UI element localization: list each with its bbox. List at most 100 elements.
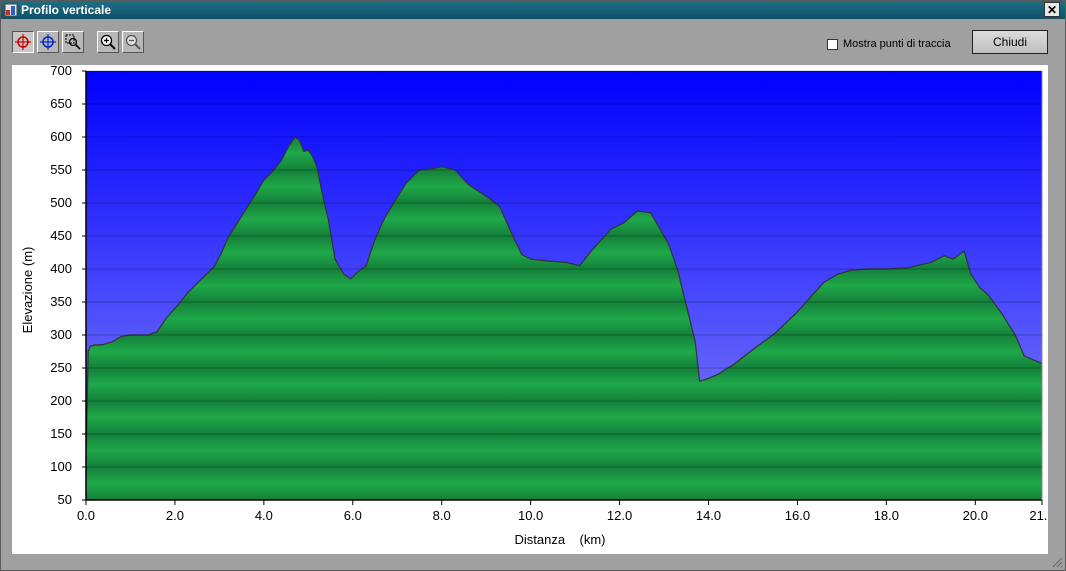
track-point (699, 380, 701, 382)
track-point (312, 156, 314, 158)
track-point (254, 194, 256, 196)
title-bar[interactable]: Profilo verticale ✕ (1, 1, 1065, 19)
x-tick-label: 14.0 (696, 508, 721, 523)
track-point (87, 350, 89, 353)
zoom-in-icon (100, 34, 116, 50)
track-point (187, 291, 189, 293)
track-point (1023, 355, 1025, 357)
x-tick-label: 20.0 (963, 508, 988, 523)
close-window-button[interactable]: ✕ (1044, 2, 1060, 17)
track-point (908, 267, 910, 269)
show-track-points-label[interactable]: Mostra punti di traccia (843, 38, 951, 50)
show-track-points-checkbox[interactable] (827, 38, 838, 50)
y-tick-label: 500 (50, 195, 72, 210)
track-point (156, 331, 158, 333)
track-point (1001, 313, 1003, 315)
elevation-profile-line (85, 136, 1043, 461)
track-point (650, 212, 652, 214)
track-point (392, 203, 394, 205)
track-point (327, 218, 329, 221)
y-tick-label: 450 (50, 228, 72, 243)
x-tick-label: 16.0 (785, 508, 810, 523)
x-tick-label: 0.0 (77, 508, 95, 523)
zoom-area-icon (65, 34, 81, 50)
elevation-chart[interactable]: 50 100 150 200 250 300 350 400 450 500 550 600 650 70… (12, 65, 1048, 554)
track-point (796, 311, 799, 313)
y-tick-label: 100 (50, 459, 72, 474)
x-tick-label: 21.5 (1029, 508, 1048, 523)
y-tick-label: 400 (50, 261, 72, 276)
track-point (530, 258, 532, 260)
track-point (623, 222, 625, 224)
track-point (316, 167, 318, 169)
zoom-area-button[interactable] (62, 31, 84, 53)
track-point (979, 286, 981, 289)
track-point (521, 253, 523, 256)
y-tick-label: 200 (50, 393, 72, 408)
track-point (101, 344, 103, 346)
track-point (498, 205, 501, 207)
red-crosshair-icon (15, 34, 31, 50)
track-point (823, 281, 825, 283)
close-icon: ✕ (1046, 2, 1058, 17)
y-tick-label: 150 (50, 426, 72, 441)
track-point (112, 341, 114, 343)
track-point (988, 294, 990, 296)
track-point (227, 236, 229, 238)
track-point (214, 265, 216, 267)
y-tick-label: 650 (50, 96, 72, 111)
track-point (94, 344, 96, 346)
track-point (121, 335, 123, 337)
track-point (752, 348, 754, 351)
track-point (467, 183, 469, 186)
y-tick-label: 350 (50, 294, 72, 309)
x-tick-label: 2.0 (166, 508, 184, 523)
x-tick-label: 8.0 (433, 508, 451, 523)
track-point (952, 258, 954, 260)
x-tick-label: 18.0 (874, 508, 899, 523)
track-point (885, 268, 888, 270)
track-point (943, 255, 945, 257)
track-point (374, 238, 376, 240)
track-point (405, 182, 407, 184)
track-point (930, 261, 932, 263)
track-point (685, 304, 687, 306)
track-point (432, 168, 434, 170)
blue-crosshair-button[interactable] (37, 31, 59, 53)
track-point (263, 179, 265, 181)
track-point (454, 169, 456, 171)
track-point (165, 317, 167, 320)
y-tick-label: 700 (50, 65, 72, 78)
track-point (307, 149, 309, 151)
x-tick-label: 10.0 (518, 508, 543, 523)
resize-grip-icon[interactable] (1051, 556, 1063, 568)
track-point (321, 190, 323, 192)
zoom-out-button[interactable] (122, 31, 144, 53)
track-point (592, 248, 594, 250)
track-point (356, 271, 358, 273)
window-title: Profilo verticale (21, 3, 112, 17)
track-point (383, 218, 385, 221)
track-point (659, 227, 661, 229)
track-point (178, 302, 180, 304)
zoom-in-button[interactable] (97, 31, 119, 53)
track-point (705, 378, 707, 380)
toolbar: Mostra punti di traccia Chiudi (1, 20, 1065, 64)
track-point (350, 278, 352, 280)
show-track-points-option[interactable]: Mostra punti di traccia (827, 37, 951, 51)
track-point (287, 146, 289, 148)
red-crosshair-button[interactable] (12, 31, 34, 53)
close-button[interactable]: Chiudi (972, 30, 1048, 54)
y-tick-label: 250 (50, 360, 72, 375)
app-icon (4, 3, 18, 17)
x-tick-label: 12.0 (607, 508, 632, 523)
track-point (565, 261, 567, 263)
track-point (303, 150, 305, 153)
track-point (868, 268, 870, 270)
track-point (667, 243, 670, 245)
track-point (970, 273, 972, 275)
x-tick-label: 4.0 (255, 508, 273, 523)
y-axis-label: Elevazione (m) (20, 247, 35, 334)
track-point (221, 251, 223, 254)
chart-panel: 50 100 150 200 250 300 350 400 450 500 550 600 650 70… (12, 65, 1048, 554)
